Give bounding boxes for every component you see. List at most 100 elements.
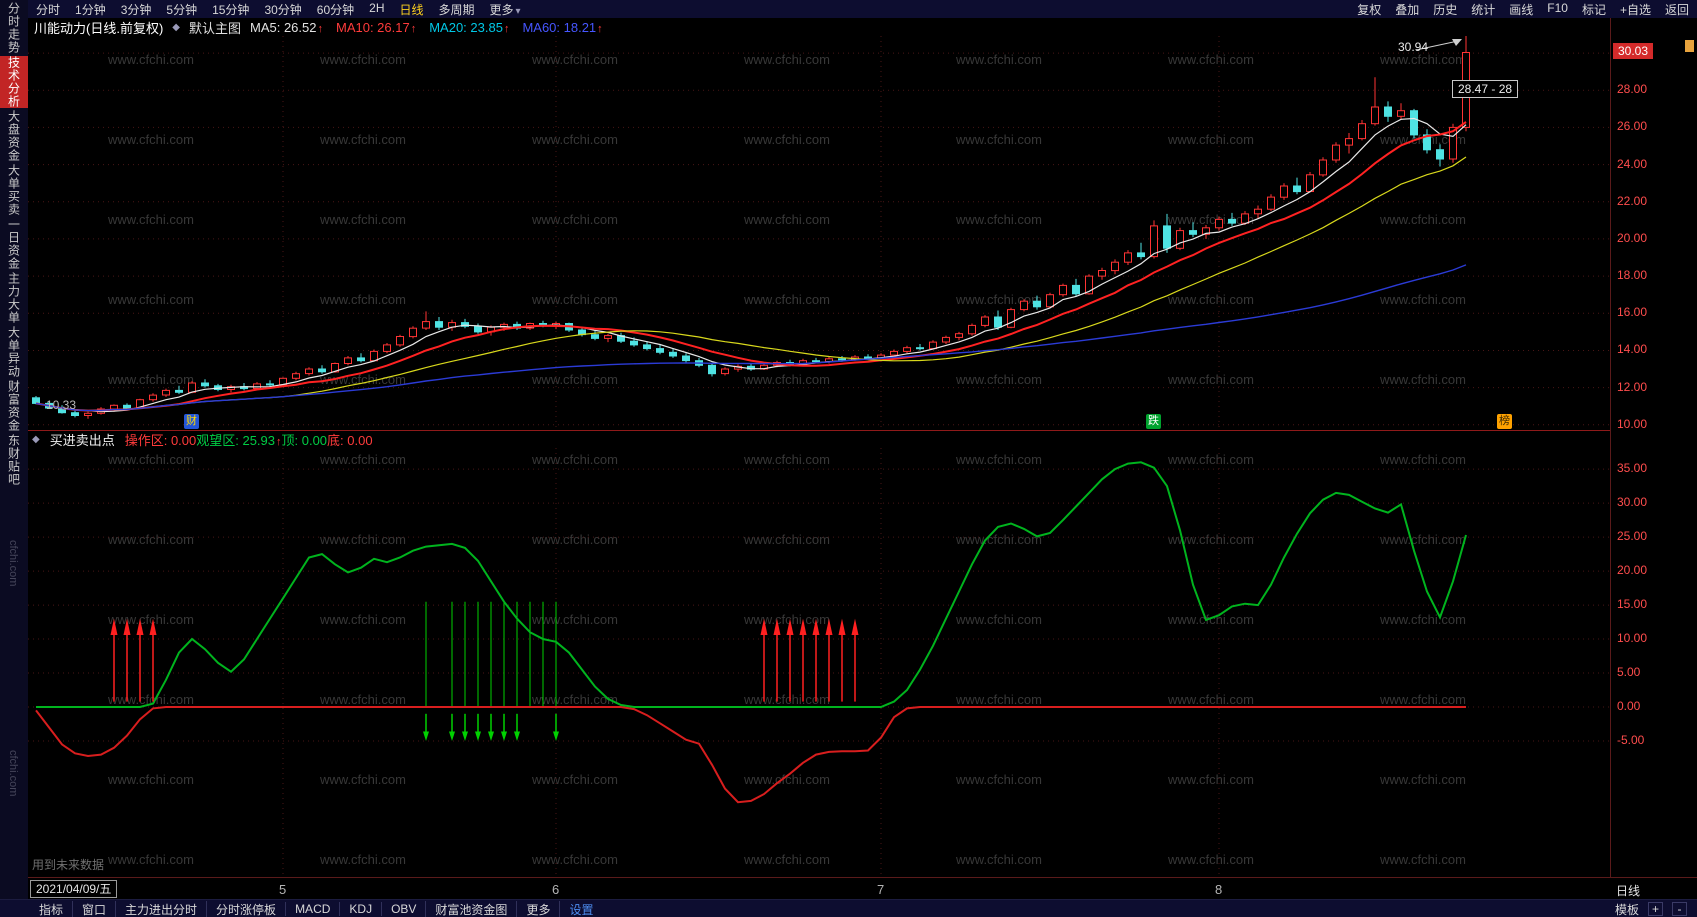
toolbar-action-历史[interactable]: 历史 — [1433, 2, 1458, 17]
toolbar-action-F10[interactable]: F10 — [1547, 0, 1568, 15]
toolbar-action-返回[interactable]: 返回 — [1664, 2, 1689, 17]
toolbar-action-标记[interactable]: 标记 — [1581, 2, 1606, 17]
x-axis-month: 7 — [877, 882, 885, 897]
date-box: 2021/04/09/五 — [30, 880, 118, 898]
indicator-axis-label: 20.00 — [1617, 563, 1648, 578]
period-tab-3分钟[interactable]: 3分钟 — [120, 2, 152, 17]
event-marker-跌[interactable]: 跌 — [1146, 414, 1161, 429]
period-tab-60分钟[interactable]: 60分钟 — [316, 2, 355, 17]
toolbar-action-复权[interactable]: 复权 — [1357, 2, 1382, 17]
future-data-warning: 用到未来数据 — [32, 858, 105, 872]
indicator-stat: 底: 0.00 — [327, 433, 373, 448]
bottom-tab-窗口[interactable]: 窗口 — [72, 900, 115, 917]
ma-label: MA20: 23.85↑ — [429, 19, 510, 35]
panel-resize-handle-icon[interactable] — [1685, 40, 1694, 52]
price-axis-label: 20.00 — [1617, 230, 1648, 245]
period-tab-15分钟[interactable]: 15分钟 — [212, 2, 250, 17]
bottom-tab-KDJ[interactable]: KDJ — [339, 902, 381, 916]
indicator-axis-label: 35.00 — [1617, 461, 1648, 476]
sidebar-item-一日资金[interactable]: 一日资金 — [6, 218, 21, 270]
top-toolbar: 分时 1分钟 3分钟 5分钟 15分钟 30分钟 60分钟 2H 日线 多周期 更多 ▾ 复权 叠加 历史… — [28, 0, 1697, 19]
up-arrow-icon: ↑ — [317, 22, 324, 35]
period-tab-1分钟[interactable]: 1分钟 — [75, 2, 106, 17]
template-add-button[interactable]: + — [1648, 902, 1663, 916]
x-axis-month: 6 — [552, 882, 560, 897]
left-sidebar: 分时走势 技术分析 大盘资金 大单买卖 一日资金 主力大单 大单异动 财富资金 东财贴吧 cfch… — [0, 0, 28, 917]
bottom-tab-财富池资金图[interactable]: 财富池资金图 — [425, 900, 516, 917]
period-tab-分时[interactable]: 分时 — [36, 2, 61, 17]
price-axis-label: 24.00 — [1617, 156, 1648, 171]
ma-label: MA5: 26.52↑ — [250, 19, 324, 35]
toolbar-actions: 复权 叠加 历史 统计 画线 F10 标记 +自选 返回 — [1357, 1, 1697, 18]
template-remove-button[interactable]: - — [1672, 902, 1687, 916]
ma-label: MA10: 26.17↑ — [336, 19, 417, 35]
indicator-header: ◆ 买进卖出点 操作区: 0.00观望区: 25.93↑顶: 0.00底: 0.… — [28, 431, 1614, 448]
indicator-axis-label: 0.00 — [1617, 699, 1641, 714]
indicator-axis-label: 15.00 — [1617, 597, 1648, 612]
diamond-icon: ◆ — [172, 21, 180, 33]
overlay-selector[interactable]: 默认主图 — [188, 20, 241, 36]
bottom-tab-主力进出分时[interactable]: 主力进出分时 — [115, 900, 206, 917]
up-arrow-icon: ↑ — [503, 22, 510, 35]
price-axis-label: 26.00 — [1617, 119, 1648, 134]
period-tab-30分钟[interactable]: 30分钟 — [264, 2, 302, 17]
up-arrow-icon: ↑ — [410, 22, 417, 35]
bottom-tab-更多[interactable]: 更多 — [516, 900, 559, 917]
bottom-tab-设置[interactable]: 设置 — [559, 900, 602, 917]
event-marker-榜[interactable]: 榜 — [1497, 414, 1512, 429]
indicator-axis-label: 30.00 — [1617, 495, 1648, 510]
indicator-chart[interactable] — [28, 448, 1610, 877]
price-axis-label: 22.00 — [1617, 193, 1648, 208]
indicator-axis-label: 25.00 — [1617, 529, 1648, 544]
period-tab-日线[interactable]: 日线 — [399, 2, 424, 17]
candlestick-chart[interactable] — [28, 35, 1610, 430]
up-arrow-icon: ↑ — [597, 22, 603, 35]
toolbar-action-+自选[interactable]: +自选 — [1619, 2, 1651, 17]
sidebar-item-大单异动[interactable]: 大单异动 — [6, 326, 21, 378]
chevron-down-icon: ▾ — [515, 5, 521, 17]
low-price-annotation: 10.33 — [46, 398, 77, 412]
stock-title: 川能动力(日线.前复权) — [34, 20, 164, 36]
period-tab-多周期[interactable]: 多周期 — [438, 2, 475, 17]
bottom-tab-指标[interactable]: 指标 — [39, 902, 64, 917]
time-axis: 2021/04/09/五 日线 5 6 7 8 — [28, 877, 1697, 900]
price-axis-label: 10.00 — [1617, 416, 1648, 431]
template-label[interactable]: 模板 — [1614, 902, 1639, 917]
x-axis-month: 8 — [1215, 882, 1223, 897]
panel-separator — [28, 430, 1697, 431]
period-tab-更多[interactable]: 更多 ▾ — [489, 2, 521, 17]
bottom-tab-分时涨停板[interactable]: 分时涨停板 — [206, 900, 285, 917]
indicator-axis-label: -5.00 — [1617, 733, 1645, 748]
period-tabs: 分时 1分钟 3分钟 5分钟 15分钟 30分钟 60分钟 2H 日线 多周期 更多 ▾ — [28, 1, 521, 18]
price-axis-label: 12.00 — [1617, 379, 1648, 394]
sidebar-item-大盘资金[interactable]: 大盘资金 — [6, 110, 21, 162]
sidebar-item-技术分析[interactable]: 技术分析 — [0, 56, 28, 108]
indicator-name[interactable]: 买进卖出点 — [49, 433, 115, 448]
sidebar-item-分时走势[interactable]: 分时走势 — [6, 2, 21, 54]
toolbar-action-画线[interactable]: 画线 — [1509, 2, 1534, 17]
period-tab-5分钟[interactable]: 5分钟 — [166, 2, 198, 17]
sidebar-item-主力大单[interactable]: 主力大单 — [6, 272, 21, 324]
diamond-icon: ◆ — [32, 434, 40, 445]
period-tab-2H[interactable]: 2H — [369, 0, 385, 15]
indicator-chart-area[interactable] — [28, 448, 1610, 877]
sidebar-item-财富资金[interactable]: 财富资金 — [6, 380, 21, 432]
bottom-toolbar: 指标 窗口 主力进出分时 分时涨停板 MACD KDJ OBV 财富池资金图 更多 设置 模板 +… — [0, 899, 1697, 917]
event-marker-财[interactable]: 财 — [184, 414, 199, 429]
indicator-stat: 操作区: 0.00 — [124, 433, 197, 448]
sidebar-item-东财贴吧[interactable]: 东财贴吧 — [6, 434, 21, 486]
indicator-stat: 观望区: 25.93↑ — [196, 433, 282, 448]
price-range-box: 28.47 - 28 — [1452, 80, 1519, 98]
indicator-tabs: 指标 窗口 主力进出分时 分时涨停板 MACD KDJ OBV 财富池资金图 更多 设置 — [0, 900, 602, 917]
template-controls: 模板 + - — [1615, 901, 1697, 917]
bottom-tab-OBV[interactable]: OBV — [381, 902, 425, 916]
indicator-stats: 操作区: 0.00观望区: 25.93↑顶: 0.00底: 0.00 — [125, 430, 373, 449]
bottom-tab-MACD[interactable]: MACD — [285, 902, 339, 916]
toolbar-action-叠加[interactable]: 叠加 — [1395, 2, 1420, 17]
sidebar-item-大单买卖[interactable]: 大单买卖 — [6, 164, 21, 216]
main-chart-area[interactable] — [28, 35, 1610, 430]
toolbar-action-统计[interactable]: 统计 — [1471, 2, 1496, 17]
chart-header: 川能动力(日线.前复权) ◆ 默认主图 MA5: 26.52↑ MA10: 26.… — [28, 18, 1616, 36]
